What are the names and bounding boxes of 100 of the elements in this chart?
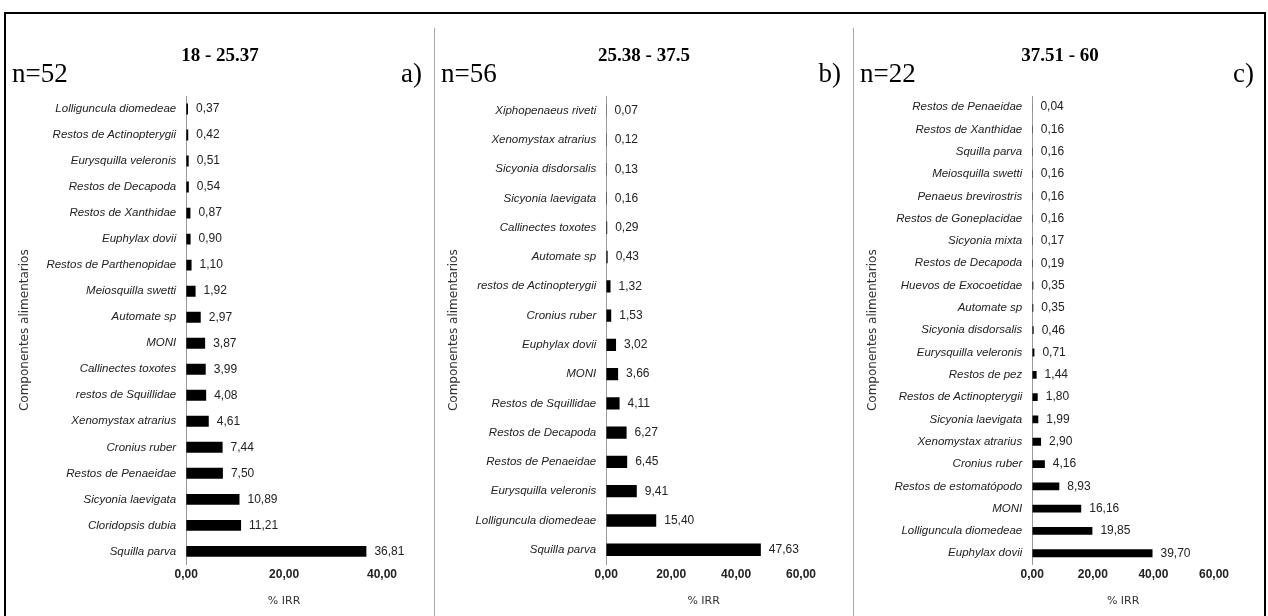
y-tick-label: Restos de Penaeidae xyxy=(66,466,177,479)
y-tick-label: Xiphopenaeus riveti xyxy=(494,103,597,116)
y-tick-label: Xenomystax atrarius xyxy=(70,414,177,427)
data-label: 0,29 xyxy=(615,220,639,235)
y-tick-label: Restos de Actinopterygii xyxy=(898,390,1023,403)
y-tick-label: Cronius ruber xyxy=(526,308,598,321)
y-tick-label: Lolliguncula diomedeae xyxy=(901,524,1023,537)
data-label: 9,41 xyxy=(644,483,669,498)
text: c) xyxy=(1233,58,1254,89)
y-tick-label: Eurysquilla veleronis xyxy=(490,484,597,497)
x-tick-label: 60,00 xyxy=(1198,566,1230,581)
data-label: 4,16 xyxy=(1052,456,1077,471)
text: n=56 xyxy=(441,58,497,89)
data-label: 2,90 xyxy=(1049,434,1073,449)
data-label: 0,71 xyxy=(1042,344,1067,359)
data-label: 0,90 xyxy=(198,231,223,246)
y-tick-label: Eurysquilla veleronis xyxy=(916,345,1023,358)
data-label: 4,11 xyxy=(627,395,651,410)
data-label: 11,21 xyxy=(249,517,279,532)
y-tick-label: Callinectes toxotes xyxy=(499,220,597,233)
data-label: 0,07 xyxy=(614,102,639,117)
y-tick-label: restos de Actinopterygii xyxy=(477,279,597,292)
y-tick-label: Sicyonia laevigata xyxy=(83,492,177,505)
y-tick-label: Xenomystax atrarius xyxy=(490,133,597,146)
bar xyxy=(186,259,192,271)
data-label: 0,35 xyxy=(1041,300,1065,315)
y-tick-label: Automate sp xyxy=(530,250,597,263)
y-tick-label: Restos de Xanthidae xyxy=(915,122,1023,135)
data-label: 1,32 xyxy=(618,278,643,293)
y-tick-label: Squilla parva xyxy=(955,144,1023,157)
x-tick-label: 40,00 xyxy=(1138,566,1169,581)
bar xyxy=(606,485,637,498)
y-tick-label: Euphylax dovii xyxy=(522,338,597,351)
chart-title: 37.51 - 60 xyxy=(1021,44,1099,65)
chart-title: 25.38 - 37.5 xyxy=(598,44,690,65)
y-tick-label: Restos de Penaeidae xyxy=(486,455,597,468)
x-tick-label: 0,00 xyxy=(174,566,199,581)
y-tick-label: MONI xyxy=(566,367,598,380)
y-tick-label: Euphylax dovii xyxy=(102,232,177,245)
bar xyxy=(186,337,206,349)
y-tick-label: Cloridopsis dubia xyxy=(87,518,177,531)
data-label: 3,87 xyxy=(213,335,237,350)
data-label: 2,97 xyxy=(208,309,233,324)
data-label: 0,51 xyxy=(196,153,221,168)
x-tick-label: 20,00 xyxy=(269,566,300,581)
bar xyxy=(606,455,628,469)
bar xyxy=(1032,437,1042,446)
y-tick-label: restos de Squillidae xyxy=(75,388,177,401)
data-label: 3,99 xyxy=(213,361,238,376)
y-axis-title: Componentes alimentarios xyxy=(17,249,32,412)
data-label: 0,16 xyxy=(1040,188,1065,203)
x-tick-label: 0,00 xyxy=(1020,566,1045,581)
data-label: 4,61 xyxy=(216,413,241,428)
y-tick-label: Restos de Decapoda xyxy=(488,425,597,438)
data-label: 0,17 xyxy=(1040,233,1065,248)
y-tick-label: Restos de Parthenopidae xyxy=(46,258,177,271)
bar xyxy=(1032,549,1153,558)
data-label: 0,37 xyxy=(196,101,220,116)
data-label: 15,40 xyxy=(664,512,695,527)
bar xyxy=(1032,527,1093,535)
y-tick-label: Restos de Xanthidae xyxy=(69,206,177,219)
y-tick-label: Sicyonia laevigata xyxy=(503,191,597,204)
y-tick-label: MONI xyxy=(992,501,1024,514)
x-tick-label: 40,00 xyxy=(721,566,752,581)
y-axis-title: Componentes alimentarios xyxy=(865,249,880,412)
data-label: 1,80 xyxy=(1045,389,1070,404)
y-tick-label: Restos de Decapoda xyxy=(68,180,177,193)
data-label: 0,16 xyxy=(1040,166,1065,181)
y-tick-label: Restos de Actinopterygii xyxy=(52,128,177,141)
y-tick-label: Restos de Squillidae xyxy=(491,396,597,409)
y-tick-label: Cronius ruber xyxy=(952,457,1024,470)
y-tick-label: Squilla parva xyxy=(529,542,597,555)
bar xyxy=(186,441,223,453)
bar xyxy=(186,311,201,323)
y-tick-label: Restos de estomatópodo xyxy=(894,479,1023,492)
bar xyxy=(186,233,191,245)
bar xyxy=(1032,393,1038,402)
data-label: 1,53 xyxy=(619,307,643,322)
bar xyxy=(1032,460,1045,468)
y-tick-label: MONI xyxy=(146,336,177,349)
bar xyxy=(186,467,223,479)
y-tick-label: Penaeus brevirostris xyxy=(917,189,1023,202)
y-tick-label: Meiosquilla swetti xyxy=(932,167,1023,180)
data-label: 1,92 xyxy=(203,283,228,298)
text: b) xyxy=(818,58,841,89)
data-label: 47,63 xyxy=(768,542,800,557)
y-tick-label: Xenomystax atrarius xyxy=(916,434,1023,447)
bar xyxy=(1032,504,1082,513)
y-tick-label: Restos de pez xyxy=(948,368,1023,381)
bar xyxy=(186,519,242,531)
y-tick-label: Sicyonia disdorsalis xyxy=(495,162,597,175)
y-tick-label: Restos de Decapoda xyxy=(914,256,1023,269)
data-label: 1,44 xyxy=(1044,367,1069,382)
data-label: 0,04 xyxy=(1040,99,1065,114)
data-label: 10,89 xyxy=(247,491,278,506)
data-label: 36,81 xyxy=(374,543,405,558)
data-label: 0,43 xyxy=(615,249,640,264)
data-label: 3,66 xyxy=(626,366,650,381)
x-tick-label: 40,00 xyxy=(366,566,398,581)
bar xyxy=(186,493,240,505)
